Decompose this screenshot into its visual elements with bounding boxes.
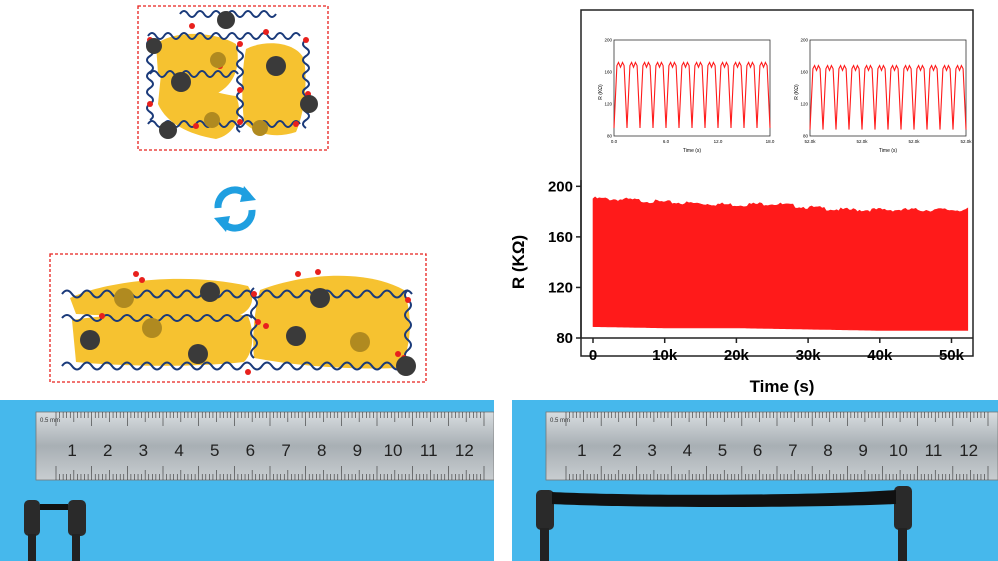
particles: [80, 282, 416, 376]
cycle-arrows-icon: [214, 186, 256, 232]
x-tick-label: 20k: [724, 347, 750, 364]
x-tick-label: 0: [589, 347, 597, 364]
ruler-mark: 3: [139, 441, 148, 460]
ruler-mark: 12: [959, 441, 978, 460]
ruler-mark: 2: [612, 441, 621, 460]
ruler-mark: 4: [683, 441, 692, 460]
ruler-mark: 3: [647, 441, 656, 460]
particles: [146, 11, 318, 139]
dashed-frame: [137, 5, 329, 151]
inset-x-tick-label: 52.0k: [908, 139, 920, 144]
ruler-mark: 8: [317, 441, 326, 460]
inset-right-frame: [809, 39, 967, 137]
x-tick-label: 40k: [867, 347, 893, 364]
inset-y-tick-label: 200: [604, 38, 612, 43]
inset-x-tick-label: 52.0k: [804, 139, 816, 144]
y-tick-label: 200: [548, 178, 573, 195]
x-tick-label: 10k: [652, 347, 678, 364]
ruler-mark: 12: [455, 441, 474, 460]
inset-right: [809, 39, 967, 137]
schematic-relaxed: [137, 5, 329, 151]
ruler-mark: 8: [823, 441, 832, 460]
y-tick-label: 160: [548, 229, 573, 246]
inset-y-tick-label: 80: [803, 134, 809, 139]
polymer-chains: [146, 10, 310, 133]
ruler: [35, 411, 494, 481]
x-axis-label: Time (s): [750, 377, 815, 396]
x-tick-label: 50k: [939, 347, 965, 364]
ruler-mark: 1: [577, 441, 586, 460]
inset-right-ylabel: R (KΩ): [794, 84, 800, 100]
photo-stretched-sample: 0.5 mm 1 2 3 4 5 6 7 8 9 10 11 12: [512, 400, 998, 561]
ruler: [545, 411, 998, 481]
sample-clamps: [24, 500, 86, 561]
y-tick-label: 80: [556, 330, 573, 347]
ruler-mark: 6: [753, 441, 762, 460]
inset-y-tick-label: 120: [604, 102, 612, 107]
ruler-mark: 10: [384, 441, 403, 460]
ruler-corner-label: 0.5 mm: [550, 418, 570, 424]
inset-left-frame: [613, 39, 771, 137]
inset-x-tick-label: 0.0: [611, 139, 618, 144]
inset-x-tick-label: 52.0k: [856, 139, 868, 144]
ruler-mark: 1: [67, 441, 76, 460]
inset-y-tick-label: 160: [604, 70, 612, 75]
crosslinks: [99, 269, 411, 375]
inset-left-series: [613, 61, 771, 129]
y-axis-label: R (KΩ): [509, 235, 528, 289]
dashed-frame: [49, 253, 427, 383]
main-series-area: [592, 196, 969, 331]
schematic-stretched: [49, 253, 427, 383]
ruler-mark: 5: [210, 441, 219, 460]
y-tick-label: 120: [548, 279, 573, 296]
sample-strip: [40, 504, 68, 510]
inset-y-tick-label: 200: [800, 38, 808, 43]
ruler-mark: 7: [788, 441, 797, 460]
ruler-mark: 9: [353, 441, 362, 460]
inset-y-tick-label: 160: [800, 70, 808, 75]
inset-x-tick-label: 18.0: [766, 139, 775, 144]
inset-x-tick-label: 12.0: [714, 139, 723, 144]
resistance-chart: R (KΩ) Time (s) R (KΩ) Time (s) 0.0 6.0 12…: [509, 9, 974, 396]
ruler-ticks: [565, 412, 989, 480]
ruler-ticks: [55, 412, 485, 480]
ruler-mark: 5: [718, 441, 727, 460]
inset-y-tick-label: 80: [607, 134, 613, 139]
inset-left-ylabel: R (KΩ): [598, 84, 604, 100]
sample-clamps: [536, 486, 912, 561]
inset-left-xlabel: Time (s): [683, 148, 701, 154]
ruler-mark: 9: [858, 441, 867, 460]
inset-x-tick-label: 52.0k: [960, 139, 972, 144]
inset-y-tick-label: 120: [800, 102, 808, 107]
inset-x-tick-label: 6.0: [663, 139, 670, 144]
ruler-mark: 7: [281, 441, 290, 460]
ruler-mark: 2: [103, 441, 112, 460]
sample-strip: [552, 490, 896, 507]
photo-relaxed-sample: 0.5 mm 1 2 3 4 5 6 7 8 9 10 11 12: [0, 400, 494, 561]
ruler-corner-label: 0.5 mm: [40, 418, 60, 424]
ruler-mark: 10: [889, 441, 908, 460]
ruler-mark: 11: [420, 441, 438, 460]
inset-right-xlabel: Time (s): [879, 148, 897, 154]
ruler-mark: 6: [246, 441, 255, 460]
x-tick-label: 30k: [796, 347, 822, 364]
inset-right-series: [809, 64, 967, 130]
ruler-mark: 11: [925, 441, 943, 460]
inset-left: [613, 39, 771, 137]
ruler-mark: 4: [174, 441, 183, 460]
